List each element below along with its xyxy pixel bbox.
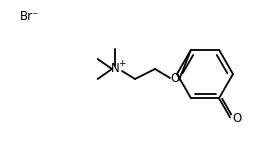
Text: N: N (111, 62, 119, 75)
Text: O: O (170, 72, 180, 85)
Text: O: O (232, 112, 242, 125)
Text: Br⁻: Br⁻ (20, 10, 39, 22)
Text: +: + (118, 59, 126, 68)
